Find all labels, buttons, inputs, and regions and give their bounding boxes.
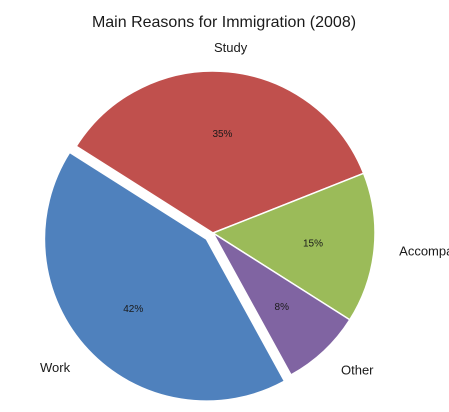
pie-slice-study [75, 70, 365, 234]
percentage-labels: 42% 35% 15% 8% [123, 129, 323, 315]
category-label-study: Study [214, 40, 248, 55]
category-label-accompany-join: Accompany/Join [399, 244, 449, 259]
category-label-work: Work [40, 360, 71, 375]
percentage-label-work: 42% [123, 304, 143, 315]
category-labels: Work Study Accompany/Join Other [40, 40, 449, 377]
pie-slice-other [212, 232, 351, 376]
pie-slice-accompany-join [211, 172, 376, 321]
chart-title: Main Reasons for Immigration (2008) [92, 14, 356, 31]
percentage-label-other: 8% [275, 302, 290, 313]
pie-slices [43, 70, 376, 402]
percentage-label-study: 35% [212, 129, 232, 140]
pie-slice-work [43, 151, 286, 402]
percentage-label-accompany-join: 15% [303, 238, 323, 249]
category-label-other: Other [341, 362, 374, 377]
